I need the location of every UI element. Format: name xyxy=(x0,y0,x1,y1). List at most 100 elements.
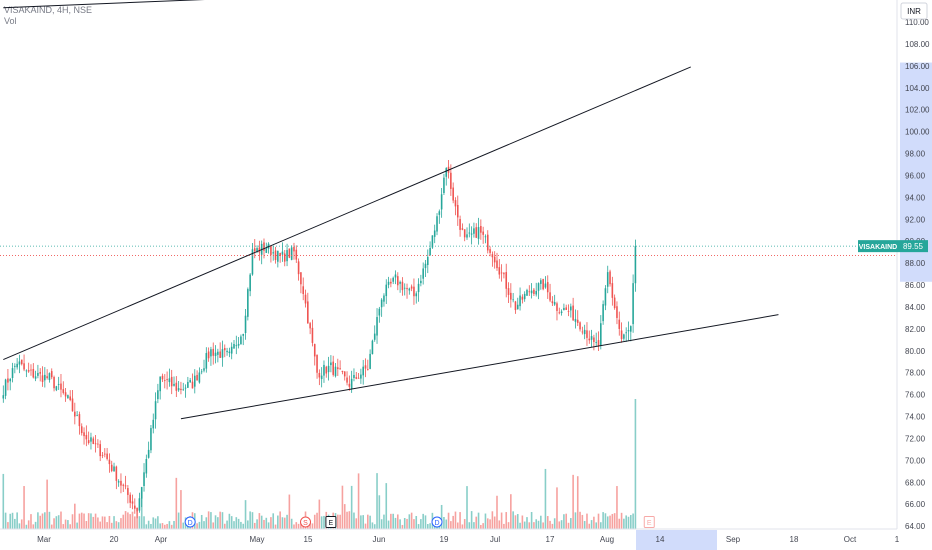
candle-body xyxy=(247,289,249,317)
volume-bar xyxy=(170,524,173,529)
candle-body xyxy=(380,299,383,308)
candle-body xyxy=(410,286,413,289)
volume-bar xyxy=(293,524,295,529)
earnings-icon[interactable] xyxy=(643,516,655,528)
volume-bar xyxy=(76,522,78,529)
candle-body xyxy=(124,485,127,487)
candle-body xyxy=(60,383,62,390)
currency-button-frame[interactable] xyxy=(900,2,928,20)
earnings-event-marker[interactable]: E xyxy=(325,516,337,528)
price-tick-label: 102.00 xyxy=(905,106,930,115)
candle-body xyxy=(53,376,55,389)
trendline[interactable] xyxy=(180,314,779,420)
trendlines[interactable] xyxy=(0,0,897,420)
volume-bar xyxy=(316,512,318,529)
volume-bar xyxy=(150,523,152,529)
volume-bar xyxy=(546,516,549,529)
volume-bar xyxy=(443,517,445,529)
candle-body xyxy=(309,323,311,329)
volume-bar xyxy=(182,522,185,529)
candle-body xyxy=(205,353,208,369)
volume-bar xyxy=(410,512,413,529)
candle-body xyxy=(80,426,83,434)
dividend-icon[interactable] xyxy=(184,516,196,528)
candle-body xyxy=(505,272,508,289)
volume-bar xyxy=(542,522,544,529)
volume-bar xyxy=(295,522,298,529)
trendline[interactable] xyxy=(3,66,691,361)
candle-body xyxy=(244,315,247,334)
volume-bar xyxy=(461,524,464,529)
candle-body xyxy=(161,375,164,380)
volume-bar xyxy=(71,514,74,529)
candle-body xyxy=(25,370,28,372)
candle-body xyxy=(507,288,510,295)
split-event-marker[interactable]: S xyxy=(300,516,312,528)
volume-bar xyxy=(549,520,551,529)
candle-body xyxy=(30,369,32,371)
candle-body xyxy=(498,267,501,275)
dividend-event-marker[interactable]: D xyxy=(431,516,443,528)
volume-bar xyxy=(514,515,517,529)
candle-body xyxy=(553,302,556,305)
price-tick-label: 108.00 xyxy=(905,40,930,49)
volume-bar xyxy=(450,521,452,529)
volume-bar xyxy=(623,518,625,529)
candle-body xyxy=(334,366,337,377)
volume-bar xyxy=(477,512,480,529)
candle-body xyxy=(574,318,577,322)
split-icon[interactable] xyxy=(300,516,312,528)
candle-body xyxy=(609,271,611,285)
volume-bar xyxy=(611,513,614,529)
volume-bar xyxy=(286,514,288,529)
candle-body xyxy=(18,361,21,365)
volume-bar xyxy=(16,512,18,529)
volume-bar xyxy=(523,521,526,529)
volume-bar xyxy=(346,511,348,529)
volume-bar xyxy=(120,518,122,529)
volume-bar xyxy=(348,511,351,529)
candle-body xyxy=(76,415,78,417)
earnings-event-marker[interactable]: E xyxy=(643,516,655,528)
currency-button[interactable]: INR xyxy=(900,2,928,20)
volume-bar xyxy=(32,524,35,529)
candle-body xyxy=(48,373,51,380)
earnings-icon[interactable] xyxy=(325,516,337,528)
candle-body xyxy=(304,294,307,304)
candle-body xyxy=(196,374,198,381)
candle-body xyxy=(556,303,558,311)
candle-body xyxy=(163,380,166,382)
candle-body xyxy=(133,505,136,509)
volume-bar xyxy=(11,512,14,529)
price-tag-text: 89.55 xyxy=(903,242,924,251)
dividend-icon[interactable] xyxy=(431,516,443,528)
trendline[interactable] xyxy=(3,0,271,9)
volume-bar xyxy=(249,511,251,529)
dividend-event-marker[interactable]: D xyxy=(184,516,196,528)
candle-body xyxy=(230,346,233,354)
volume-bar xyxy=(440,504,443,529)
volume-bar xyxy=(360,515,362,529)
candle-body xyxy=(272,252,275,254)
volume-bar xyxy=(519,522,521,529)
currency-button-label: INR xyxy=(907,7,921,16)
candle-body xyxy=(627,330,630,332)
volume-bar xyxy=(362,515,364,529)
volume-bar xyxy=(586,513,588,529)
candle-body xyxy=(454,200,457,207)
volume-bar xyxy=(196,523,198,529)
volume-bar xyxy=(99,521,101,529)
volume-bar xyxy=(558,521,561,529)
price-tick-label: 80.00 xyxy=(905,347,926,356)
candle-body xyxy=(83,432,85,437)
candle-body xyxy=(136,507,138,512)
candle-body xyxy=(274,250,277,260)
volume-bar xyxy=(233,521,235,529)
volume-bar xyxy=(396,514,399,529)
symbol-tag-text: VISAKAIND xyxy=(859,244,898,251)
candle-body xyxy=(362,366,364,376)
volume-bar xyxy=(570,518,572,529)
candle-body xyxy=(297,261,300,275)
